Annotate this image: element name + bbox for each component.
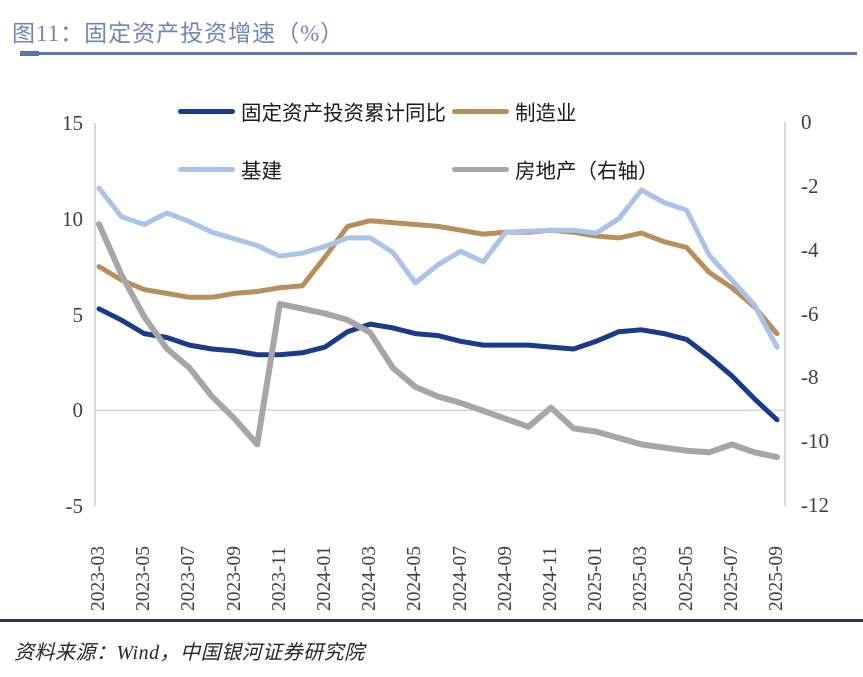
x-axis-tick: 2025-01 — [585, 546, 607, 611]
legend-swatch-realestate — [452, 166, 509, 172]
right-axis-tick: 0 — [801, 110, 812, 134]
legend-label: 基建 — [241, 161, 282, 183]
x-axis-tick: 2023-11 — [268, 546, 290, 611]
left-axis-tick: 15 — [62, 111, 83, 135]
left-axis-tick: 10 — [62, 206, 83, 231]
x-axis-tick: 2024-01 — [314, 546, 335, 611]
title-rule — [20, 52, 857, 55]
x-axis-tick: 2024-03 — [359, 546, 381, 611]
right-axis-tick: -10 — [801, 429, 829, 454]
legend-swatch-fai — [178, 108, 235, 114]
legend-swatch-infrastructure — [178, 166, 235, 172]
figure-title: 图11：固定资产投资增速（%） — [12, 21, 345, 46]
chart-canvas — [94, 122, 786, 506]
line-manufacturing — [96, 218, 780, 337]
x-axis-tick: 2024-07 — [449, 546, 471, 611]
right-axis-tick: -12 — [801, 493, 829, 517]
x-axis-tick: 2023-03 — [88, 546, 109, 611]
left-axis-tick: 5 — [72, 302, 84, 327]
footer-rule — [0, 619, 863, 622]
legend-item-realestate: 房地产（右轴） — [452, 157, 659, 183]
x-axis-tick: 2024-09 — [494, 546, 516, 611]
legend-item-manufacturing: 制造业 — [452, 99, 577, 125]
x-axis-tick: 2025-03 — [630, 546, 652, 611]
right-axis-tick: -6 — [801, 301, 819, 326]
right-axis-tick: -4 — [801, 237, 819, 262]
x-axis-tick: 2025-09 — [766, 546, 787, 611]
x-axis-tick: 2023-07 — [178, 546, 200, 611]
x-axis-tick: 2025-07 — [720, 546, 742, 611]
x-axis-tick: 2024-11 — [540, 546, 561, 611]
source-note: 资料来源：Wind，中国银河证券研究院 — [14, 642, 365, 664]
legend-label: 制造业 — [515, 103, 577, 125]
line-realestate — [96, 221, 780, 461]
x-axis-tick: 2024-05 — [404, 546, 426, 611]
left-axis-tick: 0 — [72, 398, 84, 423]
legend-item-fai: 固定资产投资累计同比 — [178, 99, 446, 125]
x-axis-tick: 2023-09 — [223, 546, 245, 611]
legend-label: 固定资产投资累计同比 — [241, 103, 446, 125]
legend-swatch-manufacturing — [452, 108, 509, 114]
line-fai — [96, 306, 780, 423]
right-axis-tick: -2 — [801, 173, 819, 198]
right-axis-tick: -8 — [801, 365, 819, 390]
x-axis-tick: 2023-05 — [133, 546, 155, 611]
left-axis-tick: -5 — [65, 494, 84, 518]
line-infrastructure — [96, 185, 780, 350]
x-axis-tick: 2025-05 — [675, 546, 697, 611]
legend-label: 房地产（右轴） — [515, 161, 659, 183]
legend-item-infrastructure: 基建 — [178, 157, 282, 183]
